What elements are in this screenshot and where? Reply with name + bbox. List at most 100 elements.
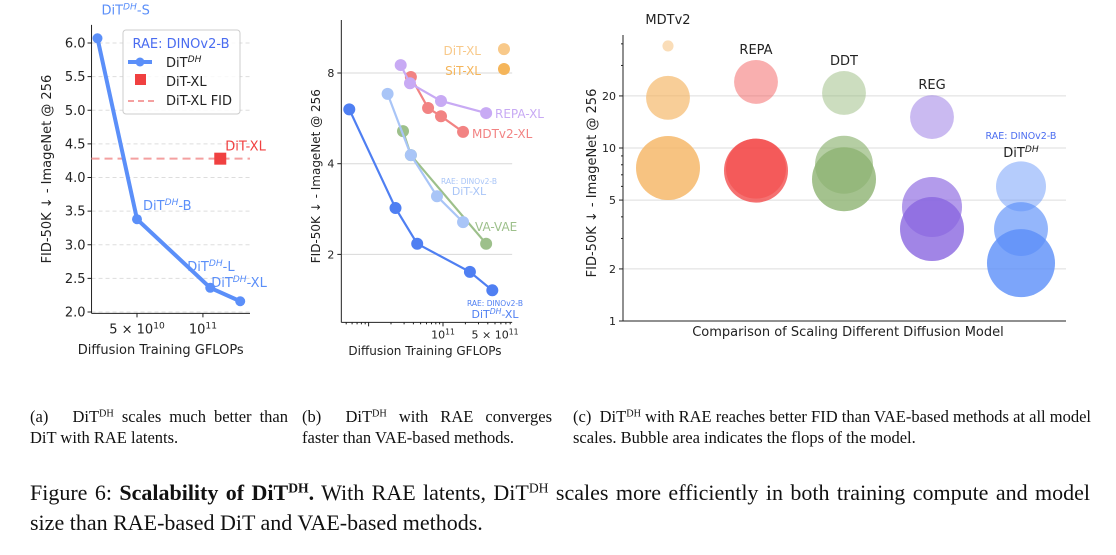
y-tick-label: 4.0 [65, 171, 86, 186]
y-tick-label-part: 3.5 [65, 205, 86, 220]
dit-dh-point [92, 33, 103, 44]
dit-dh-point-label: DiTDH-B [143, 198, 192, 214]
y-tick-label: 5.0 [65, 104, 86, 119]
y-axis-label-part: FID-50K ↓ - ImageNet @ 256 [40, 75, 55, 264]
group-note: RAE: DINOv2-B [986, 131, 1057, 142]
group-label-part: MDTv2 [645, 13, 690, 28]
group-label: REG [918, 78, 945, 93]
x-tick-label-part: 5 × 10 [471, 328, 508, 341]
series-point [497, 62, 510, 75]
series-label-rae-dit-xl: DiT-XL [452, 185, 487, 198]
dit-dh-point-label-part: -XL [247, 276, 268, 291]
series-label-repa-xl-part: REPA-XL [495, 107, 544, 121]
y-tick-label: 3.5 [65, 205, 86, 220]
series-point [389, 202, 402, 215]
caption-b: (b) DiTDH with RAE converges faster than… [302, 406, 552, 448]
figure-charts: 2.02.53.03.54.04.55.05.56.05 × 1010 1011D… [40, 2, 1066, 358]
x-tick-label-part: 5 × 10 [109, 322, 153, 337]
series-point [497, 43, 510, 56]
caption-b-pre: DiT [345, 407, 373, 426]
y-tick-label: 4.5 [65, 137, 86, 152]
bubble [986, 229, 1056, 298]
y-tick-label-part: 1 [609, 315, 616, 328]
dit-xl-point [214, 152, 227, 165]
bubble [900, 197, 964, 262]
series-line [399, 64, 487, 115]
y-axis-label: FID-50K ↓ - ImageNet @ 256 [585, 89, 600, 278]
y-tick-label-part: 5.5 [65, 70, 86, 85]
dit-dh-point [235, 296, 246, 307]
legend-entry: DiT-XL [166, 75, 207, 90]
series-note-rae-dit-xl-part: RAE: DINOv2-B [441, 177, 497, 186]
series-line [348, 108, 494, 292]
legend-entry-part: DiT-XL [166, 75, 207, 90]
series-label-sit-xl: SiT-XL [445, 64, 481, 78]
caption-c-text: with RAE reaches better FID than VAE-bas… [573, 407, 1092, 447]
group-label-part: DiT [1003, 146, 1025, 161]
series-point [411, 237, 424, 250]
group-label: DiTDH [1003, 145, 1039, 161]
dit-dh-point-label-part: DH [123, 2, 137, 12]
legend-entry-part: DiT [166, 56, 188, 71]
series-point [435, 94, 448, 107]
series-point [457, 216, 470, 229]
y-tick-label-part: 5.0 [65, 104, 86, 119]
y-tick-label-part: 4 [327, 158, 334, 171]
y-tick-label: 8 [327, 67, 334, 80]
series-point [480, 237, 493, 250]
caption-c: (c) DiTDH with RAE reaches better FID th… [573, 406, 1091, 448]
series-point [486, 284, 499, 297]
figure-title-sup: DH [288, 480, 309, 496]
figure-caption-sup: DH [528, 480, 549, 496]
dit-xl-point-label: DiT-XL [225, 140, 266, 155]
dit-dh-point-label-part: -L [223, 260, 236, 275]
x-axis-label-part: Diffusion Training GFLOPs [78, 343, 244, 358]
series-point [394, 59, 407, 72]
x-axis-label: Diffusion Training GFLOPs [348, 344, 501, 358]
figure-title: Scalability of DiTDH. [119, 480, 314, 505]
bubble [646, 75, 690, 120]
caption-a-sup: DH [99, 408, 114, 420]
y-tick-label: 5.5 [65, 70, 86, 85]
y-tick-label-part: 4.5 [65, 137, 86, 152]
dit-dh-line [95, 37, 242, 304]
series-label-mdtv2-xl-part: MDTv2-XL [472, 127, 533, 141]
series-label-dit-xl-vae-part: DiT-XL [444, 44, 482, 58]
legend-title-part: RAE: DINOv2-B [132, 37, 229, 52]
legend-entry-part: DiT-XL FID [166, 94, 232, 109]
series-point [463, 265, 476, 278]
series-point [435, 110, 448, 123]
series-point [381, 87, 394, 100]
series-line [409, 76, 464, 133]
y-tick-label-part: 20 [602, 90, 616, 103]
y-tick-label-part: 6.0 [65, 37, 86, 52]
caption-b-tag: (b) [302, 407, 322, 426]
series-label-dit-dh-xl-part: DiT [471, 308, 490, 321]
legend-square-sample [135, 74, 146, 85]
group-label-part: DDT [830, 54, 858, 69]
series-label-dit-dh-xl-part: DH [490, 307, 502, 316]
x-axis-label: Diffusion Training GFLOPs [78, 343, 244, 358]
y-tick-label-part: 5 [609, 194, 616, 207]
y-tick-label-part: 4.0 [65, 171, 86, 186]
dit-dh-point-label-part: DiT [143, 199, 165, 214]
x-tick-label: 5 × 1011 [471, 327, 518, 342]
y-tick-label-part: 10 [602, 142, 616, 155]
dit-xl-point-label-part: DiT-XL [225, 140, 266, 155]
series-note-dit-dh: RAE: DINOv2-B [467, 299, 523, 308]
dit-dh-point-label: DiTDH-L [187, 259, 235, 275]
y-tick-label: 2 [327, 248, 334, 261]
chart-a: 2.02.53.03.54.04.55.05.56.05 × 1010 1011D… [40, 2, 268, 358]
y-tick-label: 2 [609, 263, 616, 276]
x-tick-label: 1011 [189, 321, 217, 337]
x-tick-label-part: 10 [431, 328, 445, 341]
series-label-mdtv2-xl: MDTv2-XL [472, 127, 533, 141]
series-label-sit-xl-part: SiT-XL [445, 64, 481, 78]
y-tick-label-part: 2.0 [65, 306, 86, 321]
series-label-rae-dit-xl-part: DiT-XL [452, 185, 487, 198]
group-label-part: REG [918, 78, 945, 93]
caption-a: (a) DiTDH scales much better than DiT wi… [30, 406, 288, 448]
series-note-rae-dit-xl: RAE: DINOv2-B [441, 177, 497, 186]
